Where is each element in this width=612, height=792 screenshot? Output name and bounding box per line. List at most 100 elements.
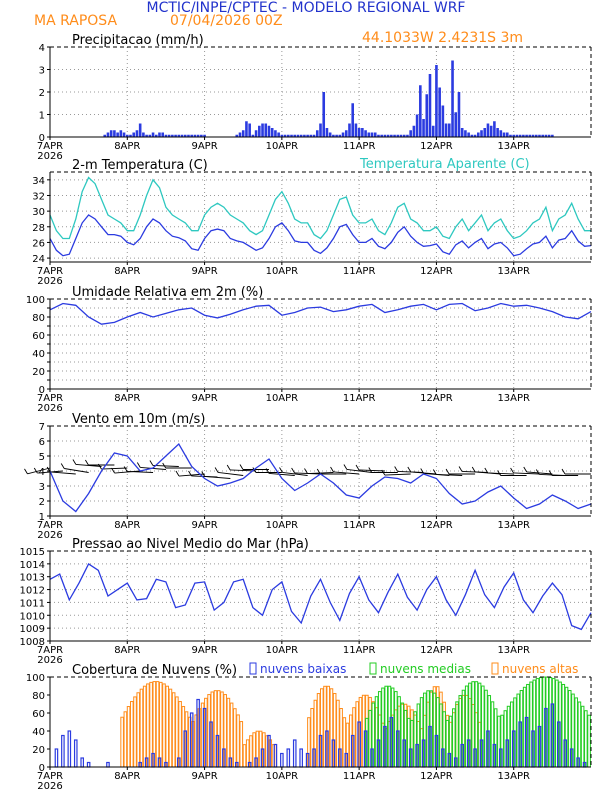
legend-label: nuvens altas <box>502 662 578 676</box>
precip-bar <box>119 130 123 137</box>
xtick-label: 10APR <box>266 141 299 152</box>
ytick-label: 0 <box>39 763 45 774</box>
wind-barb-tick <box>291 467 295 474</box>
wind-barb-tick <box>343 464 348 470</box>
xtick-label: 12APR <box>420 520 453 531</box>
wind-barb <box>75 464 102 467</box>
precip-bar <box>151 132 155 137</box>
legend-label: nuvens baixas <box>260 662 346 676</box>
precip-bar <box>476 132 480 137</box>
wind-barb-tick <box>123 466 128 472</box>
precip-bar <box>238 132 242 137</box>
ytick-label: 1 <box>39 512 45 523</box>
precip-bar <box>528 134 532 137</box>
wind-barb <box>152 465 179 467</box>
precip-bar <box>502 132 506 137</box>
ytick-label: 4 <box>39 467 45 478</box>
series-line-temp-1 <box>49 176 591 240</box>
precip-bar <box>322 92 326 137</box>
cloud-high-bar <box>142 685 147 768</box>
ytick-label: 20 <box>32 745 45 756</box>
precip-bar <box>361 128 364 137</box>
precip-bar <box>438 87 441 137</box>
wind-barb-tick <box>458 466 463 472</box>
xtick-label: 8APR <box>114 520 140 531</box>
precip-bar <box>290 134 293 137</box>
header-coords: 44.1033W 2.4231S 3m <box>362 30 523 46</box>
precip-bar <box>354 123 358 137</box>
precip-bar <box>183 134 187 137</box>
precip-bar <box>534 134 538 137</box>
precip-bar <box>132 132 136 137</box>
precip-bar <box>161 132 165 137</box>
ytick-label: 60 <box>32 709 45 720</box>
wind-barb-tick <box>136 462 141 468</box>
precip-bar <box>383 134 387 137</box>
ytick-label: 80 <box>32 691 45 702</box>
ytick-label: 1010 <box>20 611 45 622</box>
precip-bar <box>109 130 113 137</box>
cloud-high-bar <box>162 683 166 768</box>
ytick-label: 30 <box>32 207 45 218</box>
cloud-mid-bar <box>580 705 585 768</box>
xtick-label: 11APR <box>343 141 376 152</box>
cloud-low-bar <box>273 743 278 768</box>
ytick-label: 3 <box>39 482 45 493</box>
precip-bar <box>113 130 116 137</box>
cloud-mid-bar <box>587 714 591 768</box>
xtick-label: 12APR <box>420 393 453 404</box>
precip-bar <box>406 134 409 137</box>
legend-apparent-temp: Temperatura Aparente (C) <box>359 157 530 172</box>
legend-label: nuvens medias <box>380 662 471 676</box>
xtick-year: 2026 <box>37 655 62 666</box>
precip-bar <box>200 134 203 137</box>
wind-barb-tick <box>355 464 360 471</box>
precip-bar <box>402 134 406 137</box>
ytick-label: 26 <box>32 238 45 249</box>
xtick-year: 2026 <box>37 403 62 414</box>
wind-barb-tick <box>484 467 489 474</box>
precip-bar <box>435 65 438 137</box>
precip-bar <box>299 134 303 137</box>
cloud-low-bar <box>86 761 91 768</box>
cloud-high-bar <box>130 701 134 768</box>
precip-bar <box>367 132 371 137</box>
ytick-label: 32 <box>32 191 45 202</box>
wind-barb-tick <box>239 464 244 470</box>
precip-bar <box>325 128 329 137</box>
wind-barb <box>346 469 373 473</box>
precip-bar <box>496 128 499 137</box>
precip-bar <box>145 134 148 137</box>
precip-bar <box>483 128 487 137</box>
precip-bar <box>393 134 396 137</box>
precip-bar <box>338 134 342 137</box>
precip-bar <box>448 123 451 137</box>
wind-barb-tick <box>201 471 206 477</box>
precip-bar <box>422 119 425 137</box>
cloud-low-bar <box>280 752 284 768</box>
wind-barb-tick <box>265 468 270 474</box>
wind-barb-tick <box>394 466 399 472</box>
precip-bar <box>509 134 512 137</box>
wind-barb-tick <box>510 467 514 474</box>
xtick-label: 11APR <box>343 393 376 404</box>
precip-bar <box>364 130 367 137</box>
wind-barb-tick <box>85 459 89 466</box>
panel-temp: 24 26 28 30 32 34 7APR 8APR 9APR 10APR 11APR 12APR 1… <box>32 157 592 287</box>
precip-bar <box>415 114 419 137</box>
wind-barb-tick <box>407 466 412 473</box>
wind-barb <box>307 472 334 474</box>
precip-bar <box>248 123 251 137</box>
wind-barb-tick <box>561 468 566 475</box>
cloud-high-bar <box>171 692 176 768</box>
precip-bar <box>551 134 554 137</box>
xtick-label: 10APR <box>266 771 299 782</box>
precip-bar <box>274 130 277 137</box>
xtick-label: 8APR <box>114 141 140 152</box>
xtick-label: 7APR <box>37 393 63 404</box>
header-title: MCTIC/INPE/CPTEC - MODELO REGIONAL WRF <box>147 0 466 16</box>
precip-bar <box>380 134 383 137</box>
wind-barb-tick <box>445 468 450 475</box>
xtick-label: 11APR <box>343 771 376 782</box>
xtick-label: 11APR <box>343 266 376 277</box>
